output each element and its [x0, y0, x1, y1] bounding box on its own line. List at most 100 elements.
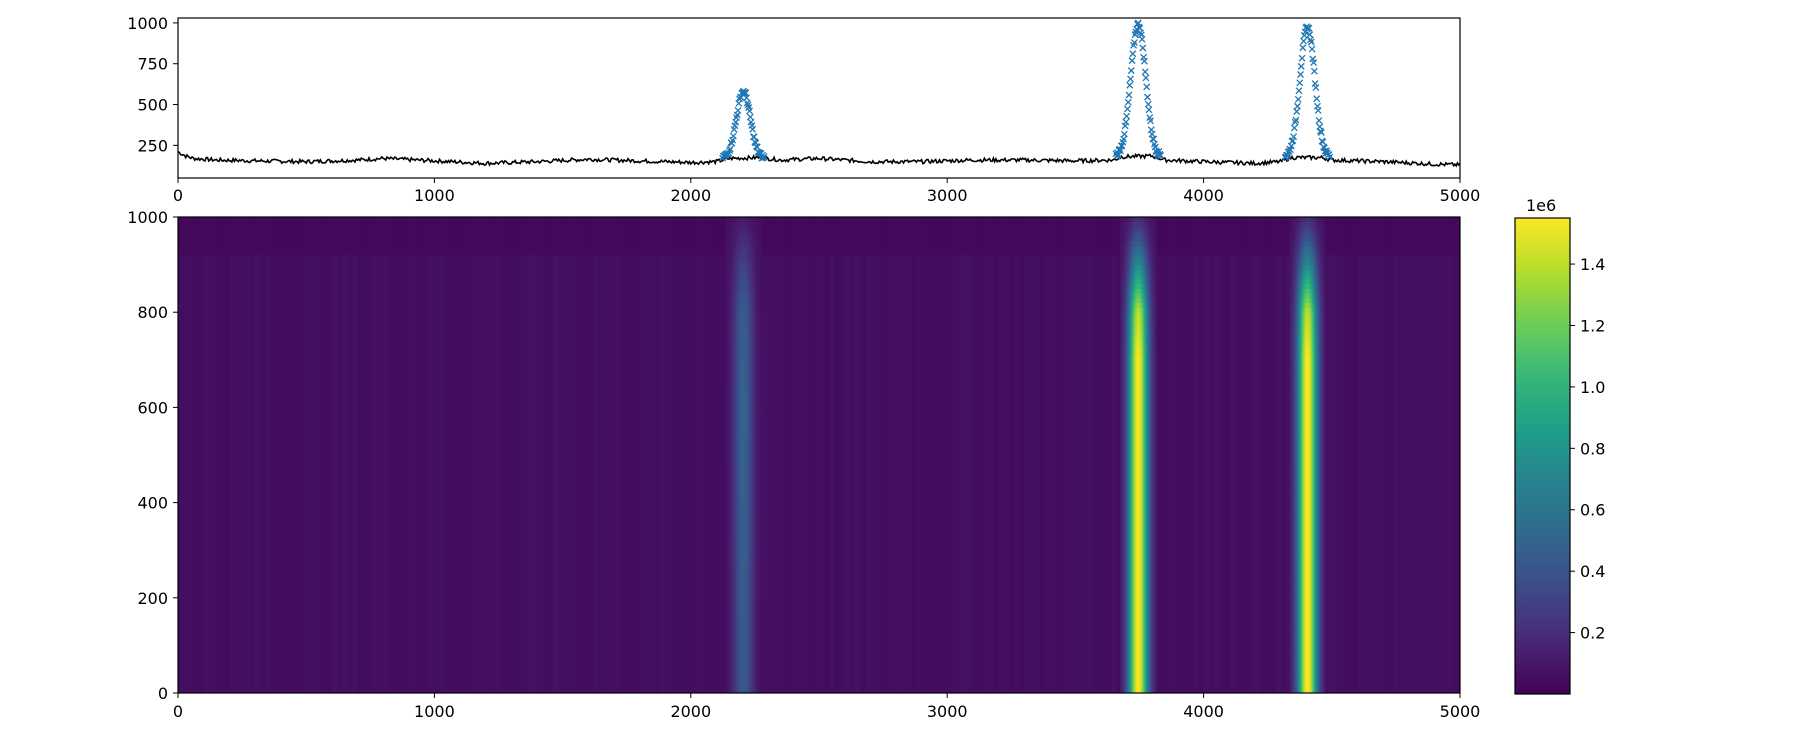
heatmap-cell: [1124, 678, 1126, 684]
heatmap-cell: [737, 350, 740, 356]
heatmap-cell: [751, 612, 754, 618]
heatmap-cell: [1152, 678, 1155, 684]
heatmap-cell: [747, 612, 750, 618]
heatmap-cell: [754, 236, 756, 242]
heatmap-cell: [745, 374, 748, 380]
heatmap-cell: [1127, 616, 1129, 622]
heatmap-cell: [758, 278, 760, 285]
heatmap-cell: [1122, 607, 1124, 613]
heatmap-cell: [756, 231, 758, 237]
heatmap-cell: [731, 474, 733, 480]
heatmap-cell: [1124, 612, 1126, 618]
heatmap-cell: [759, 478, 761, 484]
heatmap-cell: [1147, 678, 1150, 684]
heatmap-cell: [728, 416, 730, 423]
heatmap-cell: [756, 626, 758, 632]
heatmap-cell: [750, 559, 753, 565]
heatmap-cell: [1133, 578, 1135, 584]
heatmap-column: [383, 217, 389, 693]
heatmap-cell: [1146, 554, 1149, 561]
heatmap-cell: [1127, 559, 1129, 565]
heatmap-column: [1434, 217, 1441, 693]
heatmap-cell: [748, 402, 751, 408]
heatmap-cell: [727, 507, 729, 513]
heatmap-cell: [1128, 607, 1130, 613]
heatmap-cell: [759, 469, 761, 475]
heatmap-cell: [736, 440, 739, 446]
heatmap-cell: [749, 455, 752, 461]
heatmap-cell: [741, 683, 744, 689]
heatmap-cell: [740, 669, 743, 675]
heatmap-cell: [1137, 612, 1140, 618]
heatmap-cell: [740, 421, 743, 427]
heatmap-cell: [725, 464, 727, 470]
heatmap-cell: [739, 359, 742, 365]
heatmap-cell: [745, 602, 748, 608]
heatmap-cell: [755, 364, 757, 370]
heatmap-cell: [1140, 588, 1143, 594]
heatmap-cell: [744, 217, 747, 223]
heatmap-cell: [728, 283, 730, 289]
heatmap-cell: [744, 545, 747, 551]
heatmap-column: [234, 217, 241, 693]
heatmap-cell: [1121, 574, 1123, 580]
heatmap-cell: [729, 535, 731, 542]
heatmap-cell: [1129, 559, 1131, 565]
heatmap-cell: [728, 374, 730, 380]
heatmap-cell: [736, 478, 739, 484]
heatmap-cell: [1135, 564, 1137, 570]
heatmap-cell: [746, 559, 749, 565]
heatmap-cell: [1125, 635, 1127, 642]
heatmap-cell: [751, 426, 754, 432]
heatmap-column: [521, 217, 528, 693]
heatmap-cell: [1154, 678, 1156, 684]
heatmap-cell: [754, 355, 756, 361]
heatmap-cell: [1132, 602, 1134, 608]
heatmap-cell: [725, 531, 727, 537]
heatmap-cell: [733, 312, 735, 318]
heatmap-cell: [760, 488, 762, 494]
heatmap-cell: [1144, 635, 1147, 642]
heatmap-cell: [1139, 683, 1142, 689]
heatmap-cell: [1152, 669, 1155, 675]
heatmap-cell: [745, 264, 748, 270]
heatmap-cell: [1155, 616, 1157, 622]
heatmap-cell: [742, 312, 745, 318]
heatmap-cell: [750, 336, 753, 342]
heatmap-cell: [743, 450, 746, 456]
heatmap-column: [1270, 217, 1276, 693]
heatmap-cell: [1142, 645, 1145, 651]
heatmap-cell: [753, 673, 755, 680]
heatmap-cell: [743, 231, 746, 237]
heatmap-cell: [753, 450, 755, 456]
heatmap-cell: [756, 574, 758, 580]
heatmap-cell: [749, 326, 752, 332]
heatmap-cell: [750, 250, 753, 256]
heatmap-cell: [735, 245, 737, 251]
heatmap-cell: [758, 269, 760, 275]
heatmap-cell: [748, 440, 751, 446]
heatmap-cell: [759, 516, 761, 523]
heatmap-column: [936, 217, 943, 693]
heatmap-cell: [732, 217, 734, 223]
heatmap-cell: [733, 645, 735, 651]
heatmap-cell: [733, 374, 735, 380]
heatmap-cell: [1130, 640, 1132, 646]
heatmap-cell: [1155, 574, 1157, 580]
heatmap-cell: [1154, 593, 1156, 599]
heatmap-cell: [754, 497, 756, 503]
heatmap-cell: [741, 450, 744, 456]
heatmap-cell: [756, 654, 758, 661]
heatmap-cell: [726, 221, 728, 227]
heatmap-cell: [729, 331, 731, 337]
heatmap-cell: [738, 631, 741, 637]
heatmap-cell: [733, 231, 735, 237]
heatmap-cell: [731, 678, 733, 684]
heatmap-cell: [756, 374, 758, 380]
heatmap-cell: [731, 364, 733, 370]
heatmap-cell: [751, 678, 754, 684]
heatmap-cell: [759, 255, 761, 261]
heatmap-cell: [742, 497, 745, 503]
heatmap-cell: [737, 378, 740, 384]
